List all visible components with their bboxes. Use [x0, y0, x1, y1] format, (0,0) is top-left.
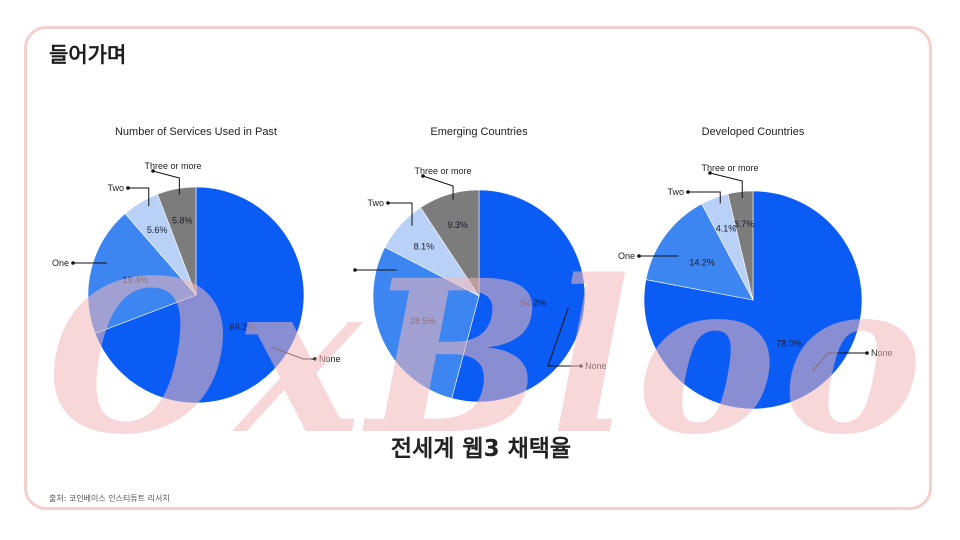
chart-title: Developed Countries — [702, 126, 805, 138]
category-label: Three or more — [414, 166, 471, 176]
category-label: Three or more — [144, 161, 201, 171]
leader-dot — [865, 351, 869, 355]
leader-dot — [421, 174, 425, 178]
leader-line — [128, 187, 150, 207]
source-note: 출처: 코인베이스 인스티튜트 리서치 — [49, 494, 170, 503]
pie-slice-one — [87, 213, 197, 334]
pie-slice-three-or-more — [157, 186, 197, 296]
leader-line — [422, 175, 454, 200]
category-label: Three or more — [701, 163, 758, 173]
category-label: None — [585, 361, 607, 371]
leader-dot — [686, 190, 690, 194]
leader-line — [811, 352, 867, 372]
slice-value-label: 3.7% — [734, 219, 755, 229]
slice-value-label: 8.1% — [414, 241, 435, 251]
slice-value-label: 78.0% — [776, 339, 802, 349]
page-title: 들어가며 — [49, 43, 127, 67]
leader-dot — [386, 201, 390, 205]
leader-line — [688, 191, 721, 204]
slice-value-label: 28.5% — [410, 316, 436, 326]
leader-line — [709, 172, 743, 198]
leader-dot — [313, 357, 317, 361]
chart-title: Number of Services Used in Past — [115, 126, 277, 138]
slice-value-label: 69.2% — [229, 322, 255, 332]
slice-value-label: 5.6% — [147, 225, 168, 235]
slice-value-label: 19.4% — [122, 275, 148, 285]
leader-dot — [579, 364, 583, 368]
chart-title: Emerging Countries — [430, 126, 528, 138]
pie-slice-three-or-more — [727, 190, 754, 301]
category-label: None — [871, 348, 893, 358]
leader-line — [547, 307, 581, 367]
pie-charts: Number of Services Used in Past 69.2% None… — [52, 126, 893, 410]
category-label: Two — [107, 183, 124, 193]
leader-dot — [126, 186, 130, 190]
leader-dot — [151, 169, 155, 173]
leader-line — [271, 346, 315, 360]
category-label: Two — [367, 198, 384, 208]
leader-line — [152, 170, 180, 195]
leader-dot — [353, 268, 357, 272]
chart-caption: 전세계 웹3 채택율 — [390, 436, 572, 462]
category-label: One — [52, 258, 69, 268]
slide-card: 들어가며 Number of Services Used in Past 69.2… — [24, 26, 932, 510]
slice-value-label: 9.3% — [447, 220, 468, 230]
slice-value-label: 14.2% — [689, 258, 715, 268]
leader-dot — [637, 254, 641, 258]
pie-slice-none — [94, 186, 305, 404]
leader-dot — [708, 171, 712, 175]
pie-slice-three-or-more — [420, 189, 480, 297]
pie-slice-one — [372, 246, 480, 399]
pie-slice-one — [645, 203, 754, 301]
category-label: None — [319, 354, 341, 364]
leader-dot — [71, 261, 75, 265]
slice-value-label: 5.8% — [172, 216, 193, 226]
category-label: One — [618, 251, 635, 261]
slice-value-label: 54.2% — [521, 298, 547, 308]
leader-line — [388, 202, 413, 226]
category-label: Two — [667, 187, 684, 197]
slice-value-label: 4.1% — [716, 224, 737, 234]
pie-slice-none — [451, 189, 586, 403]
